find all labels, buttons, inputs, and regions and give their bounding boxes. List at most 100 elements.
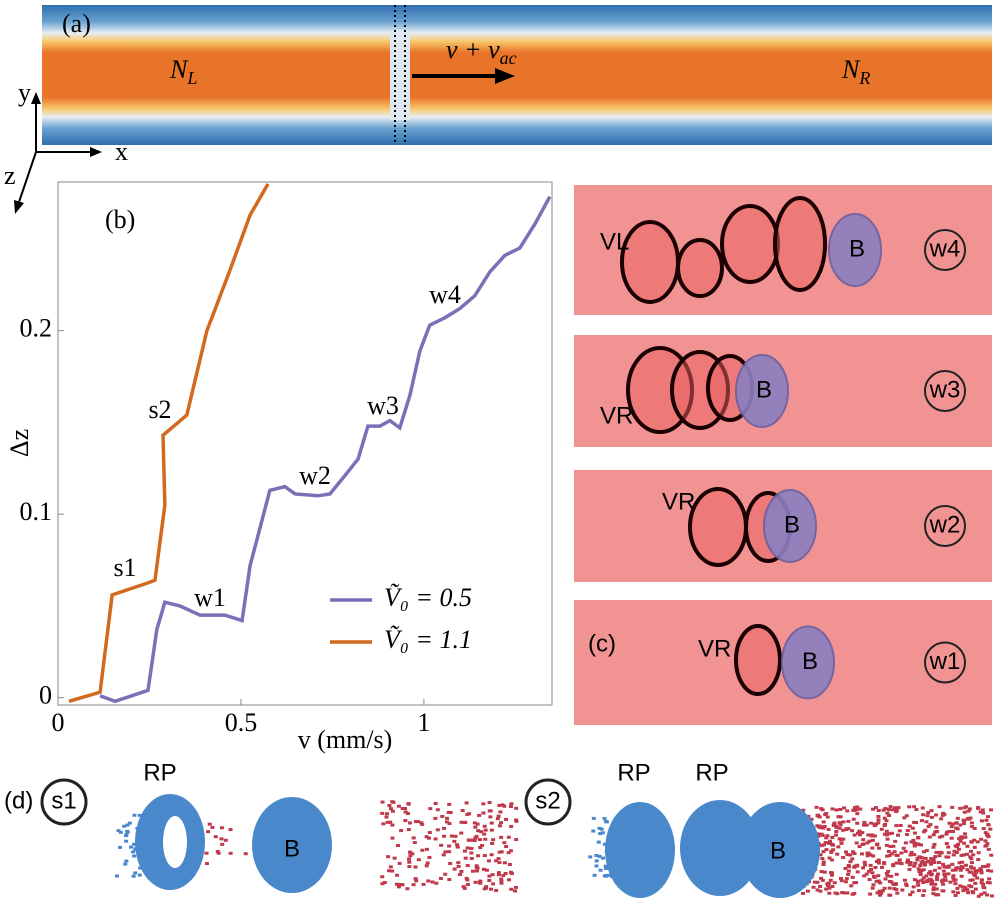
particle [415, 820, 420, 824]
particle [954, 821, 959, 825]
vortex-label: VR [662, 488, 695, 515]
particle [473, 825, 478, 829]
particle [950, 822, 955, 826]
particle [131, 874, 136, 878]
particle [494, 859, 499, 863]
particle [460, 809, 465, 813]
particle [931, 857, 936, 861]
particle [882, 861, 887, 865]
particle [944, 842, 949, 846]
tag-label: w2 [929, 511, 961, 538]
particle [821, 860, 826, 864]
particle [604, 867, 609, 871]
particle [972, 845, 977, 849]
particle [949, 825, 954, 829]
particle [944, 832, 949, 836]
blob [680, 800, 760, 896]
particle [459, 831, 464, 835]
particle [885, 874, 890, 878]
particle [912, 878, 917, 882]
particle [892, 850, 897, 854]
particle [953, 868, 958, 872]
particle [382, 881, 387, 885]
particle [922, 863, 927, 867]
particle [877, 846, 882, 850]
particle [397, 861, 402, 865]
particle [931, 886, 936, 890]
particle [400, 807, 405, 811]
particle [123, 862, 128, 866]
particle [824, 836, 829, 840]
particle [882, 816, 887, 820]
particle [883, 807, 888, 811]
particle [403, 810, 408, 814]
particle [499, 880, 504, 884]
particle [947, 864, 952, 868]
y-tick-label: 0.1 [20, 497, 53, 526]
particle [424, 864, 429, 868]
particle [603, 819, 608, 823]
particle [204, 862, 209, 866]
panel-b: 0 0.5 1 0 0.1 0.2 v (mm/s) Δz (b) Ṽ₀ = 0.5 Ṽ₀ = 1.… [5, 181, 553, 754]
particle [925, 814, 930, 818]
particle [953, 893, 958, 897]
particle [887, 854, 892, 858]
region-label: NR [841, 55, 870, 88]
particle [978, 810, 983, 814]
particle [459, 820, 464, 824]
y-tick-label: 0.2 [20, 314, 53, 343]
particle [465, 878, 470, 882]
particle [597, 826, 602, 830]
particle [448, 862, 453, 866]
particle [943, 878, 948, 882]
ball [735, 354, 789, 428]
particle [962, 822, 967, 826]
particle [957, 837, 962, 841]
x-tick-label: 0 [52, 708, 65, 737]
vortex-ring [620, 220, 680, 304]
particle [821, 820, 826, 824]
particle [817, 815, 822, 819]
particle [138, 858, 143, 862]
panel-d: (d) s1 RP Bs2 RP RP B [4, 759, 994, 898]
particle [426, 879, 431, 883]
particle [470, 869, 475, 873]
particle [959, 874, 964, 878]
particle [956, 847, 961, 851]
particle [915, 858, 920, 862]
particle [931, 833, 936, 837]
particle [482, 832, 487, 836]
particle [469, 851, 474, 855]
vortex-ring [688, 487, 748, 567]
x-tick-label: 1 [417, 708, 430, 737]
particle [963, 863, 968, 867]
particle [452, 867, 457, 871]
annotation: w2 [299, 461, 331, 490]
particle [387, 803, 392, 807]
particle [882, 886, 887, 890]
particle [940, 878, 945, 882]
arrow-head [90, 147, 102, 157]
particle [433, 816, 438, 820]
particle [466, 838, 471, 842]
particle [934, 813, 939, 817]
particle [497, 861, 502, 865]
particle [979, 819, 984, 823]
axis-z [17, 151, 37, 206]
particle [826, 883, 831, 887]
particle [885, 811, 890, 815]
particle [846, 869, 851, 873]
particle [851, 817, 856, 821]
particle [456, 861, 461, 865]
particle [866, 833, 871, 837]
particle [932, 861, 937, 865]
particle [922, 889, 927, 893]
particle [447, 822, 452, 826]
particle [941, 869, 946, 873]
particle [955, 891, 960, 895]
particle [465, 882, 470, 886]
particle [821, 843, 826, 847]
particle [910, 890, 915, 894]
particle [983, 844, 988, 848]
particle [911, 838, 916, 842]
